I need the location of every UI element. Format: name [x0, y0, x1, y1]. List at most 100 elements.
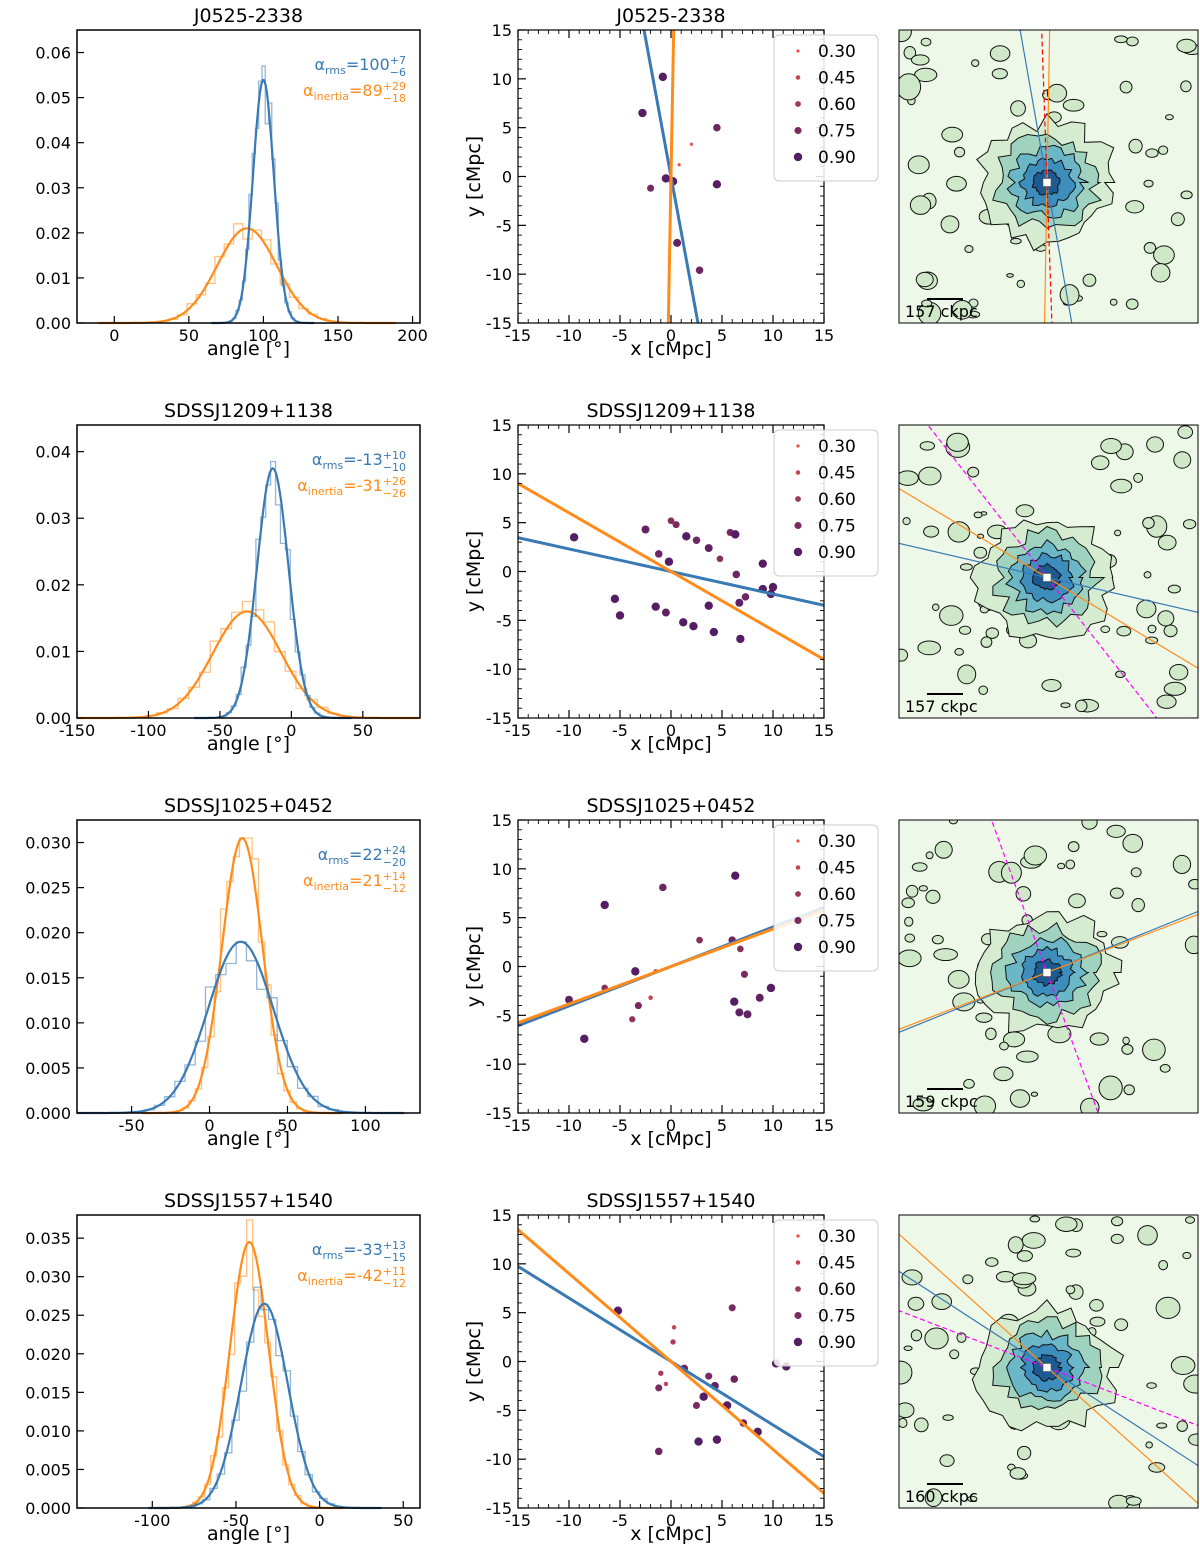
map-contour-blob [918, 885, 928, 892]
scatter-title: SDSSJ1025+0452 [586, 795, 755, 817]
scatter-point [689, 621, 698, 631]
scatter-point [695, 266, 704, 275]
rms-kde-line [148, 1302, 382, 1510]
hist-ytick-label: 0.04 [35, 443, 71, 462]
scatter-xtick-label: -15 [505, 1116, 531, 1135]
hist-ytick-label: 0.02 [35, 576, 71, 595]
scatter-xlabel: x [cMpc] [630, 733, 711, 755]
hist-xtick-label: 100 [248, 326, 279, 345]
map-contour-blob [956, 1332, 967, 1343]
alpha-symbol: α [312, 1240, 323, 1259]
scatter-point [740, 970, 748, 978]
scatter-point [658, 72, 668, 82]
map-contour-blob [907, 1296, 925, 1311]
alpha-value: =22 [349, 845, 383, 864]
hist-xtick-label: 100 [350, 1116, 381, 1135]
map-contour-blob [1122, 1036, 1130, 1045]
hist-ytick-label: 0.02 [35, 224, 71, 243]
map-contour-blob [1170, 1356, 1196, 1375]
map-contour-blob [995, 1271, 1016, 1283]
map-contour-blob [1029, 1215, 1041, 1223]
map-contour-blob [1041, 678, 1062, 692]
legend-label: 0.90 [818, 938, 856, 958]
legend-label: 0.75 [818, 517, 856, 537]
map-contour-blob [1057, 862, 1066, 870]
rms-kde-line [194, 466, 352, 720]
legend-label: 0.90 [818, 148, 856, 168]
map-contour-blob [1009, 1089, 1031, 1108]
center-marker [1042, 178, 1052, 187]
alpha-subscript: rms [325, 64, 346, 77]
scatter-ytick-label: 5 [502, 119, 512, 138]
scatter-point [730, 997, 739, 1006]
map-contour-blob [989, 45, 1011, 62]
scatter-legend: 0.30 0.45 0.60 0.75 0.90 [773, 1219, 879, 1367]
map-contour-blob [1150, 263, 1171, 283]
map-contour-blob [1110, 1233, 1124, 1245]
scatter-xtick-label: -5 [612, 326, 628, 345]
scatter-xlabel: x [cMpc] [630, 338, 711, 360]
map-contour-blob [919, 441, 935, 451]
map-contour-blob [903, 1345, 913, 1352]
scatter-point [677, 163, 681, 167]
map-contour-blob [902, 517, 911, 526]
scatter-point [672, 521, 680, 529]
rms-histogram-bars [102, 941, 380, 1114]
map-contour-blob [934, 840, 953, 859]
scatter-point [736, 634, 745, 644]
rms-fit-line [642, 30, 700, 323]
scale-bar-label: 157 ckpc [905, 302, 978, 321]
scatter-ytick-label: -10 [486, 1055, 512, 1074]
map-contour-blob [1180, 190, 1193, 200]
map-contour-blob [1100, 437, 1122, 454]
map-contour-blob [1133, 472, 1144, 483]
legend-label: 0.45 [818, 69, 856, 89]
scatter-xtick-label: 5 [717, 1511, 727, 1530]
scatter-point [768, 582, 778, 592]
map-contour-blob [1167, 584, 1181, 594]
alpha-symbol: α [303, 871, 314, 890]
scatter-xtick-label: -5 [612, 1116, 628, 1135]
map-area [899, 820, 1198, 1113]
rms-kde-line [77, 940, 405, 1115]
map-contour-blob [925, 889, 941, 904]
scatter-panel: SDSSJ1025+0452 x [cMpc] y [cMpc] -15-15 -10 -… [463, 795, 879, 1150]
legend-marker [795, 496, 801, 502]
map-contour-blob [1172, 854, 1192, 875]
hist-xtick-label: -50 [223, 1511, 249, 1530]
map-contour-blob [1046, 83, 1068, 103]
scatter-title: J0525-2338 [615, 5, 725, 27]
map-contour-blob [1158, 145, 1169, 155]
alpha-value: =-31 [343, 476, 383, 495]
alpha-subscript: rms [322, 459, 343, 472]
scatter-point [659, 883, 667, 892]
hist-xlabel: angle [°] [207, 1128, 290, 1150]
map-contour-blob [959, 563, 973, 571]
map-contour-blob [1075, 699, 1088, 713]
map-panel: 159 ckpc [898, 819, 1199, 1114]
scatter-point [692, 1401, 701, 1409]
hist-ytick-label: 0.01 [35, 269, 71, 288]
inertia-kde-line [141, 836, 343, 1115]
hist-xtick-label: 150 [323, 326, 354, 345]
hist-xtick-label: -100 [134, 1511, 170, 1530]
map-contour-blob [1143, 571, 1152, 579]
hist-title: SDSSJ1557+1540 [164, 1190, 333, 1212]
rms-annotation: αrms=-13+10 [312, 449, 406, 472]
alpha-error-up: +10 [383, 449, 406, 462]
map-panel: 157 ckpc [898, 424, 1199, 719]
map-contour-blob [924, 1327, 949, 1350]
scatter-ytick-label: 5 [502, 514, 512, 533]
map-contour-blob [993, 1066, 1014, 1082]
scatter-point [737, 945, 744, 953]
inertia-annotation: αinertia=-42+11 [297, 1265, 406, 1288]
hist-ytick-label: 0.03 [35, 509, 71, 528]
hist-ytick-label: 0.025 [25, 1306, 71, 1325]
scatter-point [699, 1392, 708, 1401]
scatter-ytick-label: 15 [492, 1206, 512, 1225]
scatter-point [709, 627, 719, 637]
hist-ytick-label: 0.00 [35, 709, 71, 728]
map-contour-blob [1157, 610, 1175, 627]
alpha-error-up: +7 [390, 54, 406, 67]
map-contour-blob [1114, 35, 1128, 44]
